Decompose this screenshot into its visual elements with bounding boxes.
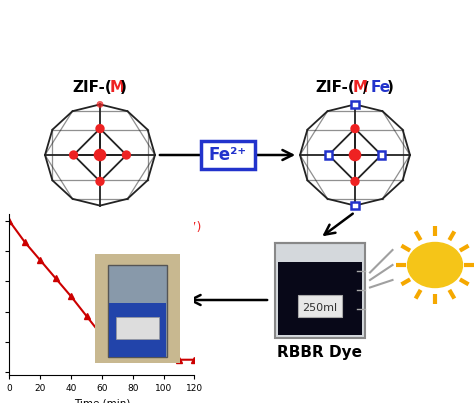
Bar [298, 295, 342, 317]
Circle shape [95, 177, 105, 186]
Circle shape [94, 149, 106, 161]
Text: RBBR Dye: RBBR Dye [277, 345, 363, 360]
Bar [352, 202, 358, 209]
Bar [108, 265, 167, 357]
FancyBboxPatch shape [201, 141, 255, 169]
Text: ): ) [387, 81, 394, 96]
Circle shape [350, 124, 360, 133]
Circle shape [122, 150, 131, 160]
Text: M: M [110, 81, 125, 96]
Text: Co: Co [133, 222, 151, 235]
Text: ZIF-(: ZIF-( [72, 81, 112, 96]
Text: Zn: Zn [47, 222, 65, 235]
Circle shape [349, 149, 361, 161]
Bar [109, 303, 165, 357]
Bar [325, 152, 332, 158]
Text: Fe²⁺: Fe²⁺ [209, 146, 247, 164]
Ellipse shape [408, 243, 463, 287]
Circle shape [350, 177, 360, 186]
Bar [275, 243, 365, 337]
Text: (ZIF-8) or: (ZIF-8) or [62, 222, 128, 235]
Bar [378, 152, 385, 158]
Bar [352, 101, 358, 108]
Text: (ZIF-67): (ZIF-67) [148, 222, 201, 235]
Circle shape [95, 124, 105, 133]
Text: Fe: Fe [371, 81, 391, 96]
Text: /: / [363, 81, 369, 96]
Text: M =: M = [20, 222, 52, 235]
Text: ZIF-(: ZIF-( [315, 81, 355, 96]
Bar [116, 317, 159, 339]
Text: ): ) [120, 81, 127, 96]
X-axis label: Time (min): Time (min) [74, 399, 130, 403]
Text: 250ml: 250ml [302, 303, 337, 313]
Circle shape [97, 102, 103, 108]
Text: M: M [353, 81, 368, 96]
Bar [278, 262, 362, 334]
Circle shape [69, 150, 78, 160]
